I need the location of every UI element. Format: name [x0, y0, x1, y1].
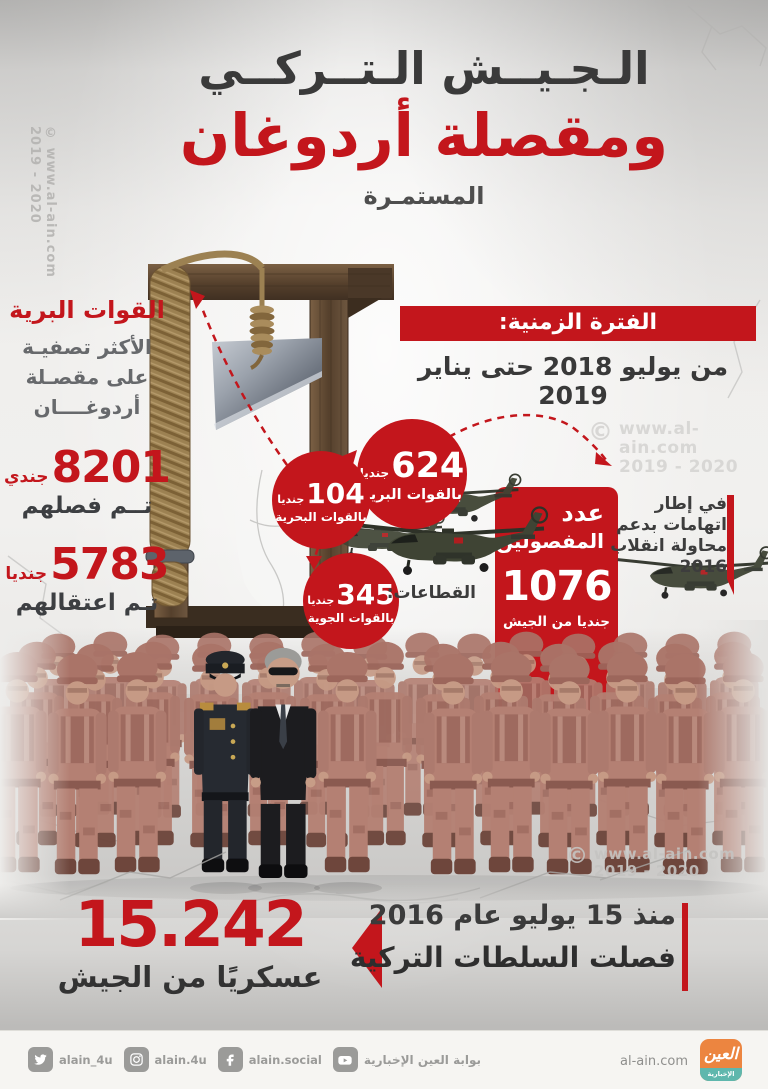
watermark-site: www.al-ain.com	[619, 419, 700, 458]
footer-bar: alain_4u alain.4u alain.social بوابة الع…	[0, 1030, 768, 1089]
facebook-link[interactable]: alain.social	[217, 1047, 322, 1072]
site-url[interactable]: al-ain.com	[620, 1054, 688, 1069]
total-dismissed-value: 15.242	[74, 888, 307, 961]
alain-logo[interactable]: العين الإخبارية	[700, 1039, 742, 1081]
context-line-3: محاولة انقلاب	[610, 536, 727, 556]
facebook-icon	[217, 1047, 243, 1072]
sectors-label: القطاعات:	[386, 583, 476, 603]
stats-subline-1: الأكثر تصفيـة	[22, 335, 152, 359]
dismissed-value: 1076	[501, 562, 612, 610]
watermark-site: www.al-ain.com	[594, 845, 736, 863]
stat-arrested-unit: جنديا	[5, 564, 48, 584]
stat-arrested-label: تـم اعتقالهم	[15, 590, 159, 616]
instagram-handle: alain.4u	[154, 1052, 207, 1067]
social-links: alain_4u alain.4u alain.social بوابة الع…	[28, 1047, 481, 1072]
alain-logo-subtext: الإخبارية	[700, 1068, 742, 1081]
twitter-handle: alain_4u	[59, 1052, 113, 1067]
land-forces-unit: جنديا	[359, 465, 390, 480]
land-forces-value: 624	[391, 445, 465, 486]
watermark-years: 2019 - 2020	[619, 457, 739, 477]
context-note: في إطار اتهامات بدعم محاولة انقلاب 2016	[610, 494, 727, 578]
vertical-watermark: © www.al-ain.com 2019 - 2020	[26, 126, 58, 278]
watermark-site: © www.al-ain.com	[43, 126, 58, 278]
air-forces-unit: جنديا	[307, 593, 335, 607]
stat-circle-air-forces: 345 جنديا بالقوات الجوية	[303, 553, 399, 649]
bottom-accent-bar	[682, 903, 688, 991]
instagram-link[interactable]: alain.4u	[123, 1047, 207, 1072]
naval-forces-label: بالقوات البحرية	[275, 509, 367, 524]
context-line-2: اتهامات بدعم	[616, 515, 727, 535]
action-line: فصلت السلطات التركية	[349, 941, 676, 974]
photo-watermark: © www.al-ain.com 2019 - 2020	[566, 846, 735, 880]
bottom-statement: منذ 15 يوليو عام 2016 فصلت السلطات الترك…	[350, 900, 676, 974]
context-line-1: في إطار	[654, 494, 727, 514]
youtube-link[interactable]: بوابة العين الإخبارية	[332, 1047, 482, 1072]
title-line2: ومقصلة أردوغان	[179, 101, 669, 170]
title-line3: المستمـرة	[363, 182, 485, 210]
watermark-years: 2019 - 2020	[27, 126, 42, 224]
stat-dismissed: 8201 جندي تــم فصلهم	[4, 442, 171, 519]
stat-circle-naval-forces: 104 جنديا بالقوات البحرية	[272, 451, 370, 549]
instagram-icon	[123, 1047, 149, 1072]
stats-heading: القوات البرية	[9, 296, 165, 324]
dismissed-caption: جنديا من الجيش	[502, 614, 611, 630]
context-line-4: 2016	[679, 557, 727, 577]
naval-forces-unit: جنديا	[277, 492, 305, 506]
youtube-handle: بوابة العين الإخبارية	[363, 1052, 482, 1067]
land-forces-label: بالقوات البرية	[361, 486, 463, 503]
title-line1: الـجـيــش الـتــركــي	[198, 42, 650, 95]
alain-logo-text: العين	[703, 1044, 739, 1063]
since-line: منذ 15 يوليو عام 2016	[368, 900, 676, 931]
air-forces-value: 345	[336, 577, 395, 611]
stats-subline-3: أردوغــــان	[33, 395, 141, 419]
watermark-years: 2019 - 2020	[594, 862, 700, 880]
youtube-icon	[332, 1047, 358, 1072]
twitter-link[interactable]: alain_4u	[28, 1047, 113, 1072]
copyright-icon: ©	[566, 844, 588, 869]
period-banner: الفترة الزمنية:	[400, 306, 756, 341]
left-pointing-triangle	[352, 908, 382, 988]
period-range: من يوليو 2018 حتى يناير 2019	[417, 352, 729, 410]
stat-dismissed-label: تــم فصلهم	[21, 493, 153, 519]
rope-over-beam	[160, 250, 265, 274]
naval-forces-value: 104	[306, 476, 365, 510]
dismissed-word1: عدد	[561, 499, 604, 527]
stat-circle-land-forces: 624 جنديا بالقوات البرية	[357, 419, 467, 529]
twitter-icon	[28, 1047, 53, 1072]
stat-arrested: 5783 جنديا تـم اعتقالهم	[5, 539, 169, 616]
land-forces-stats: القوات البرية الأكثر تصفيـة على مقصـلة أ…	[4, 296, 171, 616]
facebook-handle: alain.social	[248, 1052, 322, 1067]
air-forces-label: بالقوات الجوية	[307, 610, 395, 625]
stats-subline-2: على مقصـلة	[25, 365, 149, 389]
total-dismissed-label: عسكريًا من الجيش	[57, 960, 323, 994]
page-title: الـجـيــش الـتــركــي ومقصلة أردوغان الم…	[90, 42, 758, 210]
stat-dismissed-value: 8201	[51, 442, 171, 493]
stat-dismissed-unit: جندي	[3, 467, 49, 487]
stat-arrested-value: 5783	[50, 539, 169, 590]
context-accent-bar	[727, 495, 734, 595]
